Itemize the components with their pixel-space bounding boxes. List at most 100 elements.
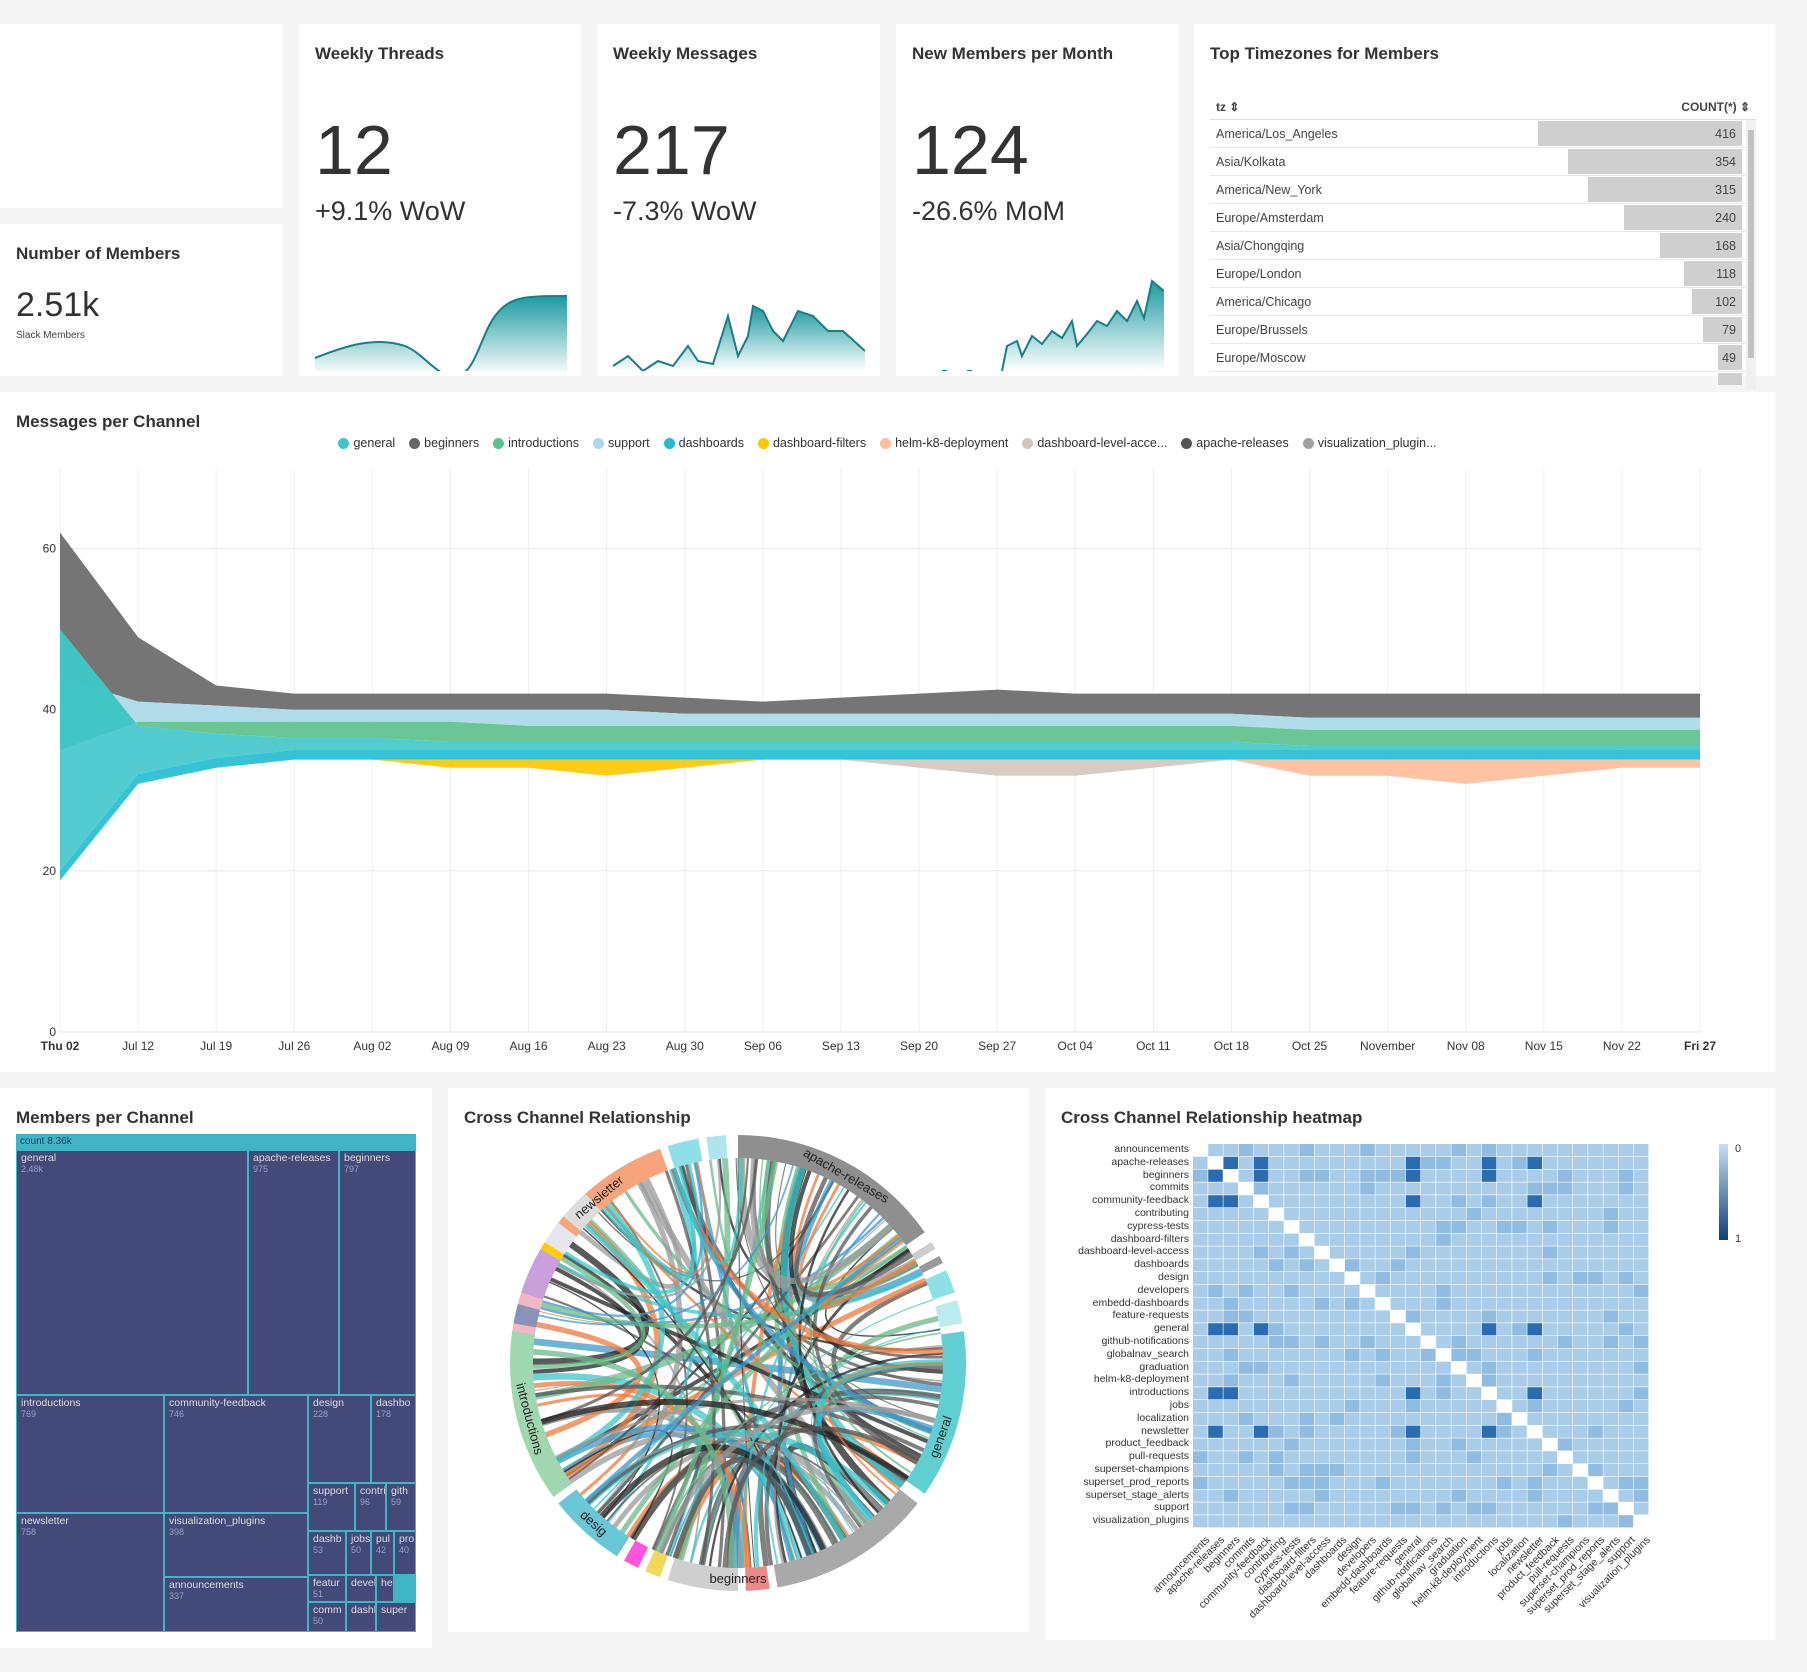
heatmap-cell[interactable] xyxy=(1284,1284,1299,1297)
heatmap-cell[interactable] xyxy=(1588,1220,1603,1233)
count-column-header[interactable]: COUNT(*) ⇕ xyxy=(1681,99,1750,114)
heatmap-cell[interactable] xyxy=(1284,1451,1299,1464)
heatmap-cell[interactable] xyxy=(1436,1476,1451,1489)
heatmap-cell[interactable] xyxy=(1588,1425,1603,1438)
heatmap-cell[interactable] xyxy=(1390,1451,1406,1464)
heatmap-cell[interactable] xyxy=(1481,1195,1497,1208)
heatmap-cell[interactable] xyxy=(1481,1412,1497,1425)
heatmap-cell[interactable] xyxy=(1481,1246,1497,1259)
heatmap-cell[interactable] xyxy=(1633,1169,1649,1182)
heatmap-cell[interactable] xyxy=(1223,1412,1238,1425)
heatmap-cell[interactable] xyxy=(1329,1515,1345,1528)
legend-item[interactable]: apache-releases xyxy=(1181,436,1289,450)
heatmap-cell[interactable] xyxy=(1208,1323,1223,1336)
heatmap-cell[interactable] xyxy=(1329,1169,1345,1182)
heatmap-cell[interactable] xyxy=(1223,1195,1238,1208)
heatmap-cell[interactable] xyxy=(1466,1502,1482,1515)
heatmap-cell[interactable] xyxy=(1253,1310,1269,1323)
heatmap-cell[interactable] xyxy=(1208,1297,1223,1310)
heatmap-cell[interactable] xyxy=(1253,1451,1269,1464)
heatmap-cell[interactable] xyxy=(1451,1400,1466,1413)
heatmap-cell[interactable] xyxy=(1253,1233,1269,1246)
heatmap-cell[interactable] xyxy=(1208,1246,1223,1259)
heatmap-cell[interactable] xyxy=(1345,1144,1360,1157)
heatmap-cell[interactable] xyxy=(1390,1169,1406,1182)
heatmap-cell[interactable] xyxy=(1299,1476,1314,1489)
heatmap-cell[interactable] xyxy=(1405,1169,1421,1182)
heatmap-cell[interactable] xyxy=(1314,1336,1330,1349)
heatmap-cell[interactable] xyxy=(1527,1336,1542,1349)
heatmap-cell[interactable] xyxy=(1405,1361,1421,1374)
heatmap-cell[interactable] xyxy=(1405,1272,1421,1285)
heatmap-cell[interactable] xyxy=(1436,1374,1451,1387)
heatmap-cell[interactable] xyxy=(1557,1246,1573,1259)
heatmap-cell[interactable] xyxy=(1193,1348,1208,1361)
heatmap-cell[interactable] xyxy=(1360,1233,1375,1246)
heatmap-cell[interactable] xyxy=(1573,1323,1588,1336)
heatmap-cell[interactable] xyxy=(1299,1348,1314,1361)
heatmap-cell[interactable] xyxy=(1481,1182,1497,1195)
heatmap-cell[interactable] xyxy=(1466,1464,1482,1477)
heatmap-cell[interactable] xyxy=(1588,1387,1603,1400)
heatmap-cell[interactable] xyxy=(1329,1425,1345,1438)
heatmap-cell[interactable] xyxy=(1588,1272,1603,1285)
heatmap-cell[interactable] xyxy=(1542,1412,1558,1425)
heatmap-cell[interactable] xyxy=(1375,1272,1390,1285)
heatmap-cell[interactable] xyxy=(1329,1233,1345,1246)
heatmap-cell[interactable] xyxy=(1299,1284,1314,1297)
heatmap-cell[interactable] xyxy=(1573,1361,1588,1374)
heatmap-cell[interactable] xyxy=(1451,1220,1466,1233)
heatmap-cell[interactable] xyxy=(1497,1374,1512,1387)
heatmap-cell[interactable] xyxy=(1421,1208,1436,1221)
heatmap-cell[interactable] xyxy=(1345,1169,1360,1182)
heatmap-cell[interactable] xyxy=(1436,1156,1451,1169)
heatmap-cell[interactable] xyxy=(1269,1259,1284,1272)
chord-group-arc[interactable] xyxy=(745,1566,770,1591)
heatmap-cell[interactable] xyxy=(1253,1220,1269,1233)
heatmap-cell[interactable] xyxy=(1573,1515,1588,1528)
heatmap-cell[interactable] xyxy=(1269,1220,1284,1233)
heatmap-cell[interactable] xyxy=(1360,1297,1375,1310)
heatmap-cell[interactable] xyxy=(1512,1464,1527,1477)
heatmap-cell[interactable] xyxy=(1451,1246,1466,1259)
heatmap-cell[interactable] xyxy=(1269,1246,1284,1259)
heatmap-cell[interactable] xyxy=(1208,1169,1223,1182)
heatmap-cell[interactable] xyxy=(1497,1425,1512,1438)
heatmap-cell[interactable] xyxy=(1314,1464,1330,1477)
chord-group-arc[interactable] xyxy=(905,1331,966,1494)
heatmap-cell[interactable] xyxy=(1193,1476,1208,1489)
heatmap-cell[interactable] xyxy=(1405,1323,1421,1336)
treemap-cell[interactable]: visualization_plugins 398 xyxy=(164,1513,308,1577)
heatmap-cell[interactable] xyxy=(1299,1451,1314,1464)
heatmap-cell[interactable] xyxy=(1390,1246,1406,1259)
heatmap-cell[interactable] xyxy=(1223,1374,1238,1387)
heatmap-cell[interactable] xyxy=(1238,1451,1254,1464)
area-support[interactable] xyxy=(60,677,1700,750)
heatmap-cell[interactable] xyxy=(1633,1272,1649,1285)
heatmap-cell[interactable] xyxy=(1360,1400,1375,1413)
heatmap-cell[interactable] xyxy=(1512,1156,1527,1169)
heatmap-cell[interactable] xyxy=(1284,1400,1299,1413)
heatmap-cell[interactable] xyxy=(1375,1412,1390,1425)
heatmap-cell[interactable] xyxy=(1466,1144,1482,1157)
heatmap-cell[interactable] xyxy=(1542,1144,1558,1157)
heatmap-cell[interactable] xyxy=(1299,1195,1314,1208)
heatmap-cell[interactable] xyxy=(1557,1233,1573,1246)
heatmap-cell[interactable] xyxy=(1436,1220,1451,1233)
heatmap-cell[interactable] xyxy=(1573,1144,1588,1157)
heatmap-cell[interactable] xyxy=(1497,1438,1512,1451)
heatmap-cell[interactable] xyxy=(1481,1438,1497,1451)
heatmap-cell[interactable] xyxy=(1405,1412,1421,1425)
heatmap-cell[interactable] xyxy=(1497,1400,1512,1413)
heatmap-cell[interactable] xyxy=(1390,1233,1406,1246)
heatmap-cell[interactable] xyxy=(1269,1425,1284,1438)
heatmap-cell[interactable] xyxy=(1466,1348,1482,1361)
heatmap-cell[interactable] xyxy=(1421,1515,1436,1528)
treemap-cell[interactable]: pro 40 xyxy=(394,1531,416,1575)
heatmap-cell[interactable] xyxy=(1421,1464,1436,1477)
heatmap-cell[interactable] xyxy=(1588,1182,1603,1195)
heatmap-cell[interactable] xyxy=(1512,1208,1527,1221)
heatmap-cell[interactable] xyxy=(1284,1464,1299,1477)
heatmap-cell[interactable] xyxy=(1345,1451,1360,1464)
heatmap-cell[interactable] xyxy=(1390,1515,1406,1528)
